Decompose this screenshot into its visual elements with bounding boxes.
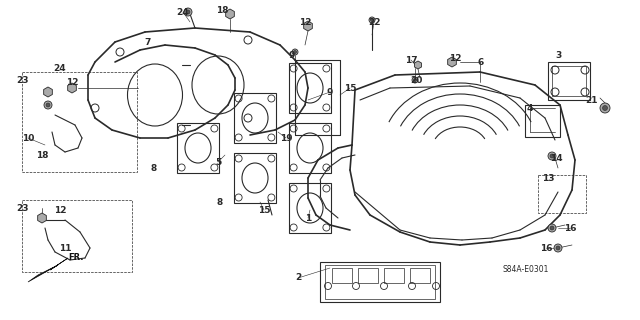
Bar: [289, 183, 331, 233]
Bar: [289, 123, 331, 173]
Polygon shape: [303, 21, 312, 31]
Text: 6: 6: [478, 58, 484, 67]
Text: 17: 17: [404, 55, 417, 65]
Bar: [22, 72, 137, 172]
Circle shape: [548, 224, 556, 232]
Text: 19: 19: [280, 133, 292, 142]
Bar: [548, 62, 590, 100]
Text: 15: 15: [258, 205, 270, 214]
Text: 9: 9: [327, 87, 333, 97]
Text: 18: 18: [216, 5, 228, 14]
Polygon shape: [38, 213, 46, 223]
Bar: [358, 268, 378, 283]
Text: 1: 1: [305, 213, 311, 222]
Text: 9: 9: [289, 51, 295, 60]
Circle shape: [184, 8, 192, 16]
Text: 3: 3: [555, 51, 561, 60]
Text: 11: 11: [59, 244, 71, 252]
Polygon shape: [447, 57, 456, 67]
Text: 2: 2: [295, 274, 301, 283]
Bar: [384, 268, 404, 283]
Polygon shape: [28, 258, 68, 282]
Polygon shape: [44, 87, 52, 97]
Text: 8: 8: [217, 197, 223, 206]
Bar: [410, 268, 430, 283]
Circle shape: [186, 10, 190, 14]
Bar: [22, 200, 132, 272]
Text: 24: 24: [54, 63, 67, 73]
Circle shape: [412, 77, 418, 83]
Text: FR.: FR.: [68, 253, 83, 262]
Bar: [332, 268, 352, 283]
Circle shape: [413, 78, 417, 82]
Text: 8: 8: [151, 164, 157, 172]
Text: 22: 22: [368, 18, 380, 27]
Text: 16: 16: [564, 223, 576, 233]
Text: 15: 15: [344, 84, 356, 92]
Bar: [525, 105, 560, 137]
Bar: [234, 153, 276, 203]
Circle shape: [46, 103, 50, 107]
Circle shape: [294, 51, 296, 53]
Polygon shape: [415, 61, 422, 69]
Text: 16: 16: [540, 244, 552, 252]
Text: 21: 21: [586, 95, 598, 105]
Bar: [552, 66, 586, 96]
Bar: [289, 63, 331, 113]
Circle shape: [600, 103, 610, 113]
Text: 12: 12: [449, 53, 461, 62]
Text: 23: 23: [16, 204, 28, 212]
Text: 24: 24: [177, 7, 189, 17]
Circle shape: [292, 49, 298, 55]
Text: 10: 10: [22, 133, 34, 142]
Circle shape: [369, 17, 375, 23]
Circle shape: [556, 246, 560, 250]
Text: 12: 12: [66, 77, 78, 86]
Text: 23: 23: [16, 76, 28, 84]
Text: 14: 14: [550, 154, 563, 163]
Polygon shape: [226, 9, 234, 19]
Bar: [320, 262, 440, 302]
Circle shape: [44, 101, 52, 109]
Text: 12: 12: [54, 205, 67, 214]
Text: 5: 5: [215, 157, 221, 166]
Circle shape: [550, 226, 554, 230]
Text: S84A-E0301: S84A-E0301: [502, 265, 548, 274]
Text: 4: 4: [527, 103, 533, 113]
Text: 12: 12: [299, 18, 311, 27]
Circle shape: [371, 19, 374, 21]
Text: 7: 7: [145, 37, 151, 46]
Bar: [538, 175, 586, 213]
Bar: [177, 123, 219, 173]
Bar: [325, 265, 435, 299]
Polygon shape: [68, 83, 76, 93]
Text: 20: 20: [410, 76, 422, 84]
Circle shape: [554, 244, 562, 252]
Circle shape: [602, 106, 607, 110]
Circle shape: [550, 154, 554, 158]
Bar: [234, 93, 276, 143]
Text: 18: 18: [36, 150, 48, 159]
Circle shape: [548, 152, 556, 160]
Text: 13: 13: [541, 173, 554, 182]
